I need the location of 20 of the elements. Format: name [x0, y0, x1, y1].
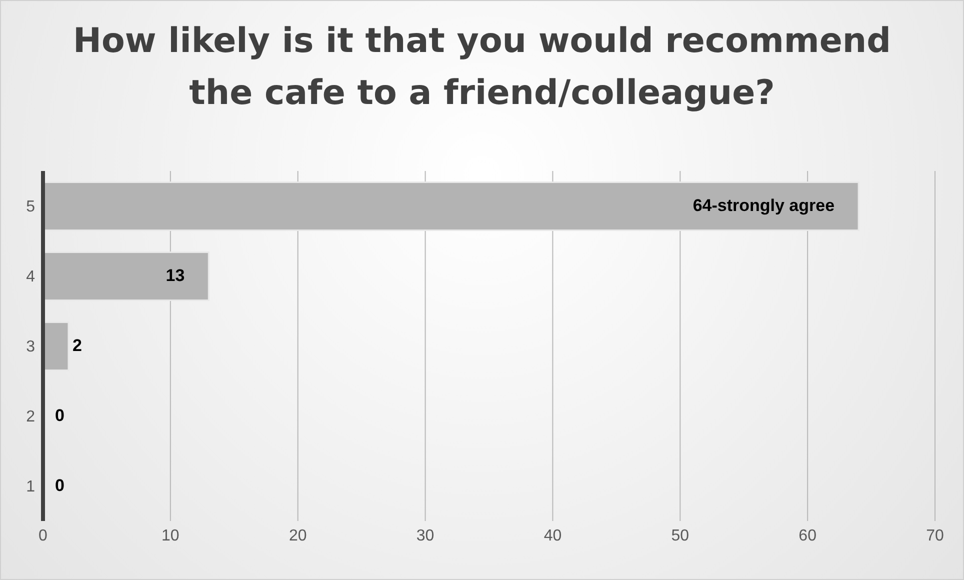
x-tick-label: 50	[671, 527, 690, 544]
x-tick-label: 0	[38, 527, 48, 544]
x-tick-label: 60	[798, 527, 817, 544]
y-tick-label: 2	[26, 408, 36, 426]
x-tick-label: 40	[544, 527, 562, 544]
x-tick-label: 70	[926, 527, 944, 544]
x-tick-label: 20	[288, 527, 307, 544]
y-tick-label: 1	[26, 478, 36, 496]
bar	[43, 321, 70, 371]
y-tick-label: 3	[26, 338, 36, 356]
data-label: 2	[72, 335, 82, 357]
data-label: 64-strongly agree	[692, 195, 835, 217]
data-label: 0	[55, 405, 64, 427]
data-label: 0	[55, 475, 64, 497]
y-tick-label: 4	[26, 268, 36, 286]
y-tick-label: 5	[26, 198, 36, 216]
data-label: 13	[166, 265, 185, 287]
x-tick-label: 10	[162, 527, 180, 544]
x-tick-label: 30	[416, 527, 434, 544]
chart-title: How likely is it that you would recommend the cafe to a friend/colleague?	[72, 20, 892, 115]
